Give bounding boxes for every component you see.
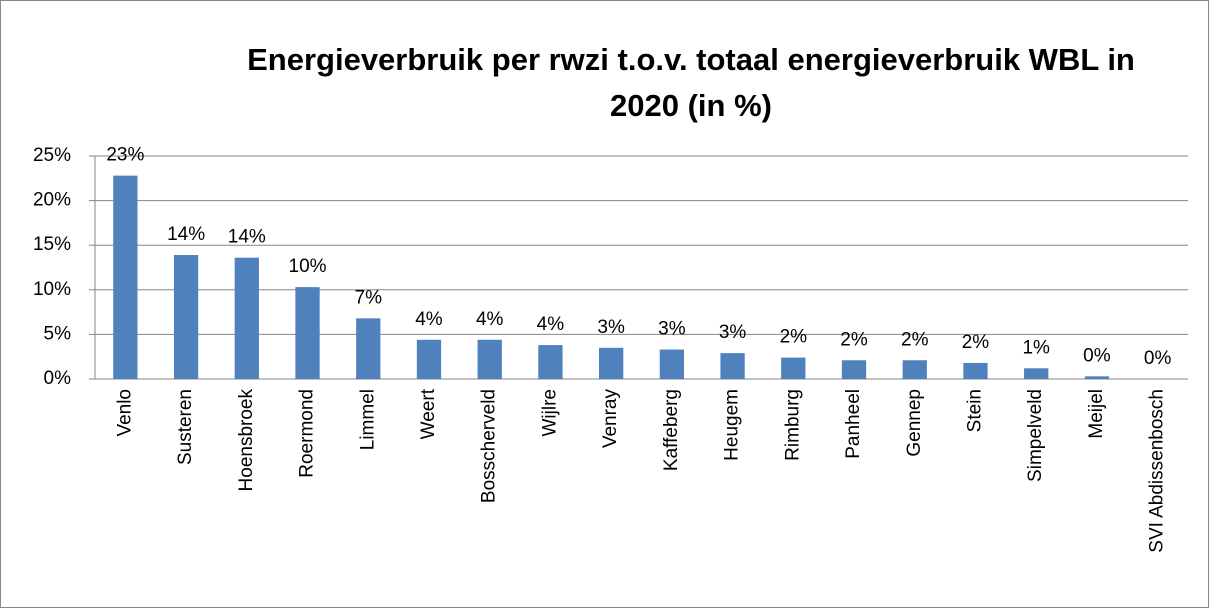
bar: [963, 362, 988, 379]
x-tick-label: Heugem: [722, 389, 743, 461]
x-tick-label: Weert: [418, 388, 439, 439]
value-label: 3%: [658, 319, 686, 340]
bar: [416, 339, 442, 379]
value-label: 23%: [106, 145, 144, 166]
bar: [902, 360, 927, 379]
x-tick-label: Hoensbroek: [236, 389, 257, 492]
bar: [538, 345, 563, 379]
bar: [356, 318, 381, 379]
bar: [1084, 376, 1110, 379]
x-tick-label: Kaffeberg: [661, 389, 682, 471]
x-tick-label: Limmel: [357, 389, 378, 450]
value-label: 1%: [1022, 337, 1050, 358]
value-label: 14%: [228, 227, 266, 248]
x-tick-label: Roermond: [297, 389, 318, 478]
y-tick-label: 5%: [44, 323, 72, 344]
x-tick-label: Stein: [964, 389, 985, 432]
y-tick-label: 10%: [33, 279, 71, 300]
y-tick-label: 25%: [33, 145, 71, 166]
y-tick-label: 15%: [33, 234, 71, 255]
bar: [598, 347, 624, 379]
value-label: 3%: [719, 322, 747, 343]
value-label: 4%: [415, 309, 443, 330]
bar: [1024, 368, 1049, 379]
x-tick-label: Gennep: [904, 389, 925, 457]
x-tick-label: Venray: [600, 389, 621, 449]
value-label: 3%: [597, 317, 625, 338]
value-label: 0%: [1144, 348, 1172, 369]
x-tick-label: Susteren: [175, 389, 196, 465]
bar: [113, 175, 138, 379]
bar: [659, 349, 685, 379]
x-tick-label: Venlo: [114, 389, 135, 437]
value-label: 4%: [537, 314, 565, 335]
bar: [781, 357, 806, 379]
value-label: 14%: [167, 224, 205, 245]
value-label: 2%: [962, 332, 990, 353]
value-label: 2%: [840, 329, 868, 350]
x-tick-label: Bosscherveld: [479, 389, 500, 503]
bar: [720, 353, 745, 379]
y-tick-label: 0%: [44, 368, 72, 389]
bar: [477, 339, 502, 379]
bar: [234, 257, 259, 379]
x-tick-label: Wijlre: [539, 389, 560, 437]
value-label: 0%: [1083, 345, 1111, 366]
value-label: 4%: [476, 309, 504, 330]
value-label: 7%: [355, 287, 383, 308]
bar: [173, 255, 199, 379]
x-tick-label: SVI Abdissenbosch: [1147, 389, 1168, 553]
bar: [841, 360, 867, 379]
value-label: 2%: [901, 329, 929, 350]
chart-title: Energieverbruik per rwzi t.o.v. totaal e…: [247, 42, 1135, 123]
x-tick-label: Meijel: [1086, 389, 1107, 439]
x-tick-label: Simpelveld: [1025, 389, 1046, 482]
y-tick-label: 20%: [33, 190, 71, 211]
value-label: 10%: [289, 256, 327, 277]
bar: [295, 287, 320, 379]
x-tick-label: Rimburg: [782, 389, 803, 461]
x-tick-label: Panheel: [843, 389, 864, 459]
value-label: 2%: [780, 327, 808, 348]
